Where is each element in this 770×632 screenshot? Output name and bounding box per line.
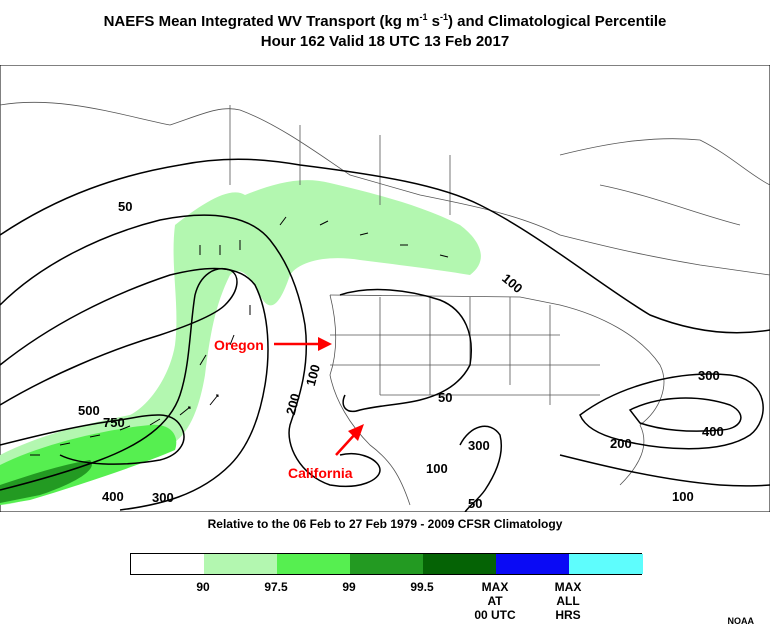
legend-swatch — [569, 554, 643, 574]
legend-swatch — [350, 554, 423, 574]
legend-label: 99.5 — [410, 580, 434, 594]
legend-swatch — [277, 554, 350, 574]
map-title: NAEFS Mean Integrated WV Transport (kg m… — [103, 12, 667, 30]
contour-label: 500 — [78, 403, 100, 418]
legend-swatch — [496, 554, 569, 574]
oregon-label: Oregon — [214, 337, 264, 353]
percentile-legend — [130, 553, 643, 575]
ivt-vectors — [30, 216, 449, 456]
legend-label: 90 — [196, 580, 210, 594]
contour-labels: 50 100 100 100 200 200 300 300 300 400 4… — [78, 199, 724, 511]
contour-label: 50 — [118, 199, 132, 214]
map-subtitle: Hour 162 Valid 18 UTC 13 Feb 2017 — [260, 33, 510, 50]
contour-label: 100 — [672, 489, 694, 504]
credit-label: NOAA — [727, 616, 755, 626]
contour-label: 50 — [438, 390, 452, 405]
contour-label: 300 — [698, 368, 720, 383]
contour-label: 750 — [103, 415, 125, 430]
annotations: Oregon California — [214, 337, 364, 481]
contour-label: 400 — [102, 489, 124, 504]
contour-label: 400 — [702, 424, 724, 439]
contour-label: 50 — [468, 496, 482, 511]
contour-label: 200 — [283, 392, 303, 417]
legend-label: 99 — [342, 580, 356, 594]
legend-label: 97.5 — [264, 580, 288, 594]
legend-label: MAX ALL HRS — [554, 580, 582, 622]
contour-label: 300 — [468, 438, 490, 453]
legend-swatch — [423, 554, 496, 574]
legend-swatch — [204, 554, 277, 574]
contour-label: 100 — [426, 461, 448, 476]
legend-label: MAX AT 00 UTC — [474, 580, 516, 622]
contour-label: 100 — [303, 363, 323, 388]
ivt-map: 50 100 100 100 200 200 300 300 300 400 4… — [0, 65, 770, 512]
political-borders — [0, 101, 770, 506]
contour-label: 300 — [152, 490, 174, 505]
climatology-note: Relative to the 06 Feb to 27 Feb 1979 - … — [207, 517, 563, 531]
ivt-contours — [0, 158, 770, 512]
contour-label: 200 — [610, 436, 632, 451]
california-label: California — [288, 465, 353, 481]
legend-swatch — [131, 554, 204, 574]
